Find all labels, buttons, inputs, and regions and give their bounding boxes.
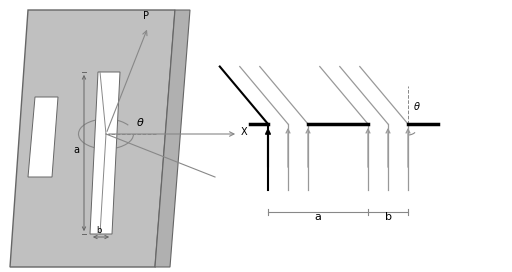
Text: b: b bbox=[385, 212, 392, 222]
Text: a: a bbox=[314, 212, 322, 222]
Polygon shape bbox=[155, 10, 190, 267]
Polygon shape bbox=[28, 97, 58, 177]
Text: X: X bbox=[241, 127, 248, 137]
Text: $\theta$: $\theta$ bbox=[136, 116, 144, 128]
Text: P: P bbox=[143, 11, 149, 21]
Text: b: b bbox=[96, 226, 102, 235]
Text: a: a bbox=[73, 145, 79, 155]
Polygon shape bbox=[10, 10, 175, 267]
Text: $\theta$: $\theta$ bbox=[413, 100, 421, 112]
Polygon shape bbox=[90, 72, 120, 234]
